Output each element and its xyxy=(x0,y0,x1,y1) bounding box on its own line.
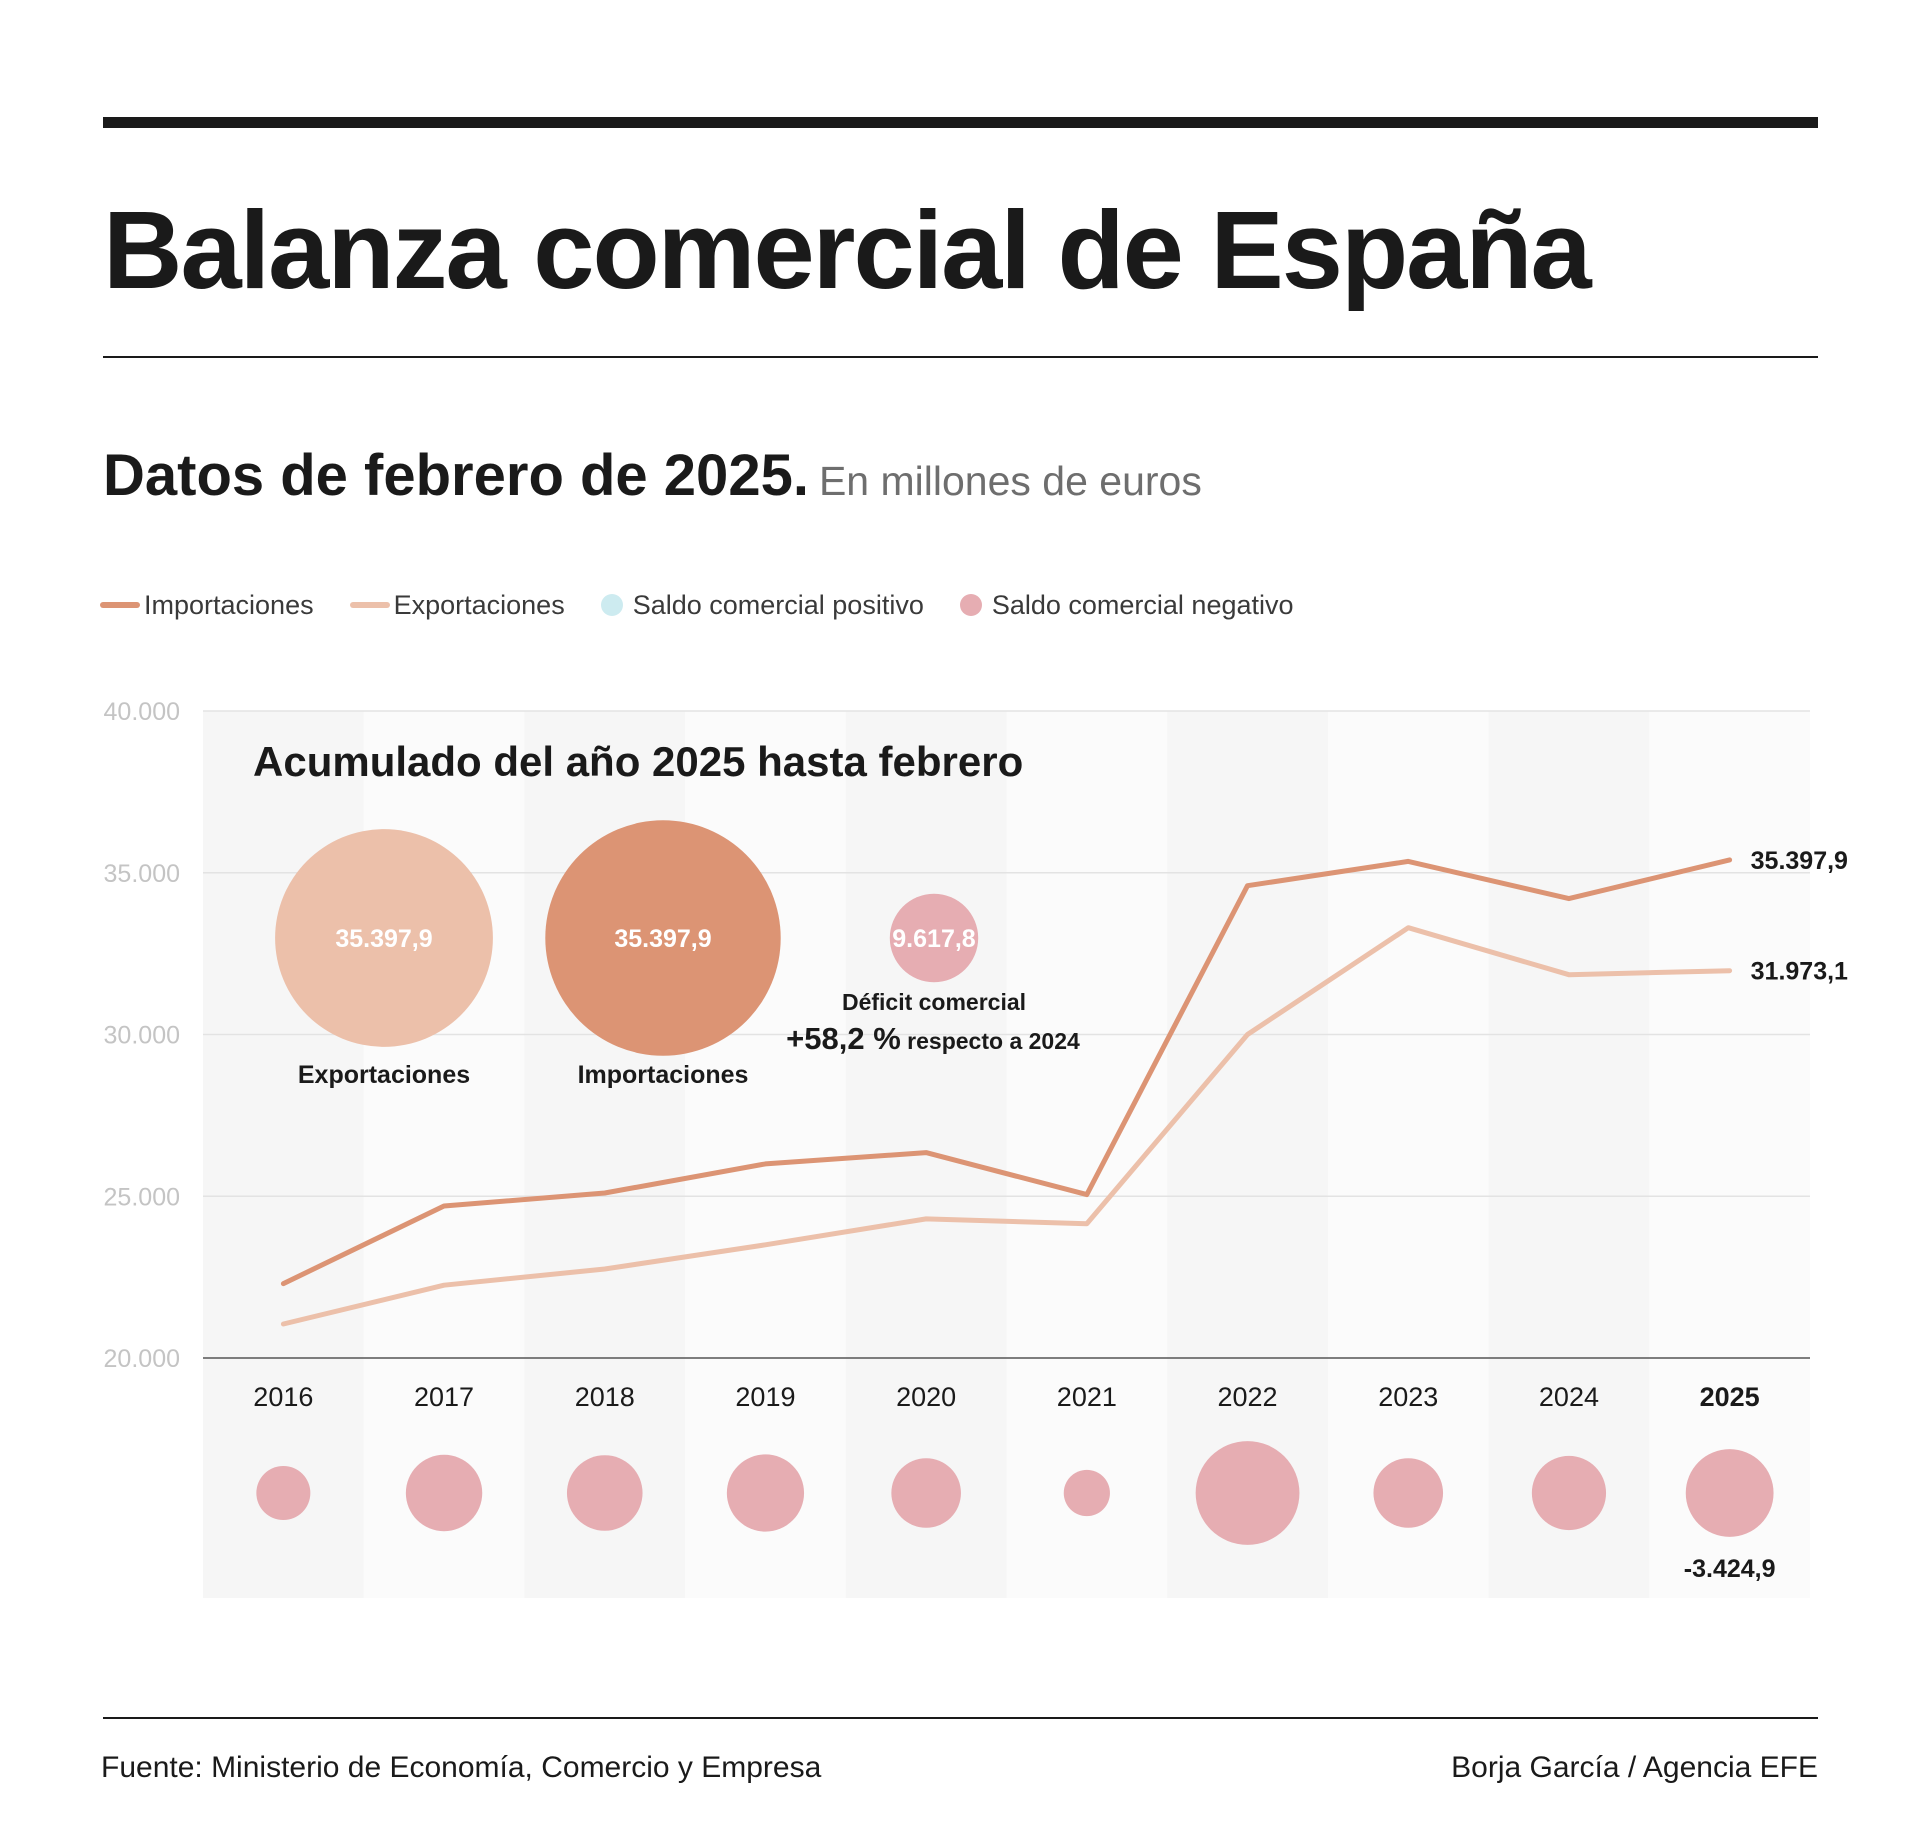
balance-bubble-2023 xyxy=(1373,1458,1444,1528)
summary-title: Acumulado del año 2025 hasta febrero xyxy=(253,738,1023,785)
legend-item-positive-balance: Saldo comercial positivo xyxy=(600,589,924,621)
legend-label-imports: Importaciones xyxy=(144,589,314,620)
summary-deficit-change: +58,2 % respecto a 2024 xyxy=(786,1021,1080,1056)
summary-exports-value: 35.397,9 xyxy=(335,925,432,953)
legend-swatch-positive-balance xyxy=(600,594,623,616)
y-tick-label: 40.000 xyxy=(104,698,180,726)
top-rule xyxy=(103,117,1818,128)
column-band-2024 xyxy=(1488,711,1650,1598)
credit-note: Borja García / Agencia EFE xyxy=(1451,1751,1818,1784)
imports-end-label: 35.397,9 xyxy=(1751,847,1848,875)
page-title: Balanza comercial de España xyxy=(103,189,1592,312)
title-rule xyxy=(103,356,1818,358)
legend: Importaciones Exportaciones Saldo comerc… xyxy=(100,590,1330,620)
source-note: Fuente: Ministerio de Economía, Comercio… xyxy=(101,1751,822,1784)
legend-item-imports: Importaciones xyxy=(100,590,314,621)
x-tick-label: 2021 xyxy=(1057,1382,1117,1412)
y-tick-label: 30.000 xyxy=(104,1022,180,1050)
summary-deficit-change-value: +58,2 % xyxy=(786,1021,901,1056)
balance-bubble-2024 xyxy=(1531,1455,1607,1531)
subtitle: Datos de febrero de 2025. En millones de … xyxy=(103,447,1202,505)
x-tick-label: 2017 xyxy=(414,1382,474,1412)
footer-rule xyxy=(103,1717,1818,1719)
legend-label-negative-balance: Saldo comercial negativo xyxy=(991,589,1294,620)
balance-bubble-2020 xyxy=(891,1458,961,1528)
summary-exports-bubble xyxy=(275,829,493,1047)
units-text: En millones de euros xyxy=(818,458,1202,504)
x-tick-label: 2023 xyxy=(1378,1382,1438,1412)
imports-line xyxy=(280,857,1733,1287)
balance-bubble-2019 xyxy=(726,1454,805,1532)
x-tick-label: 2020 xyxy=(896,1382,956,1412)
legend-swatch-imports xyxy=(100,602,140,608)
balance-bubble-2016 xyxy=(256,1466,311,1520)
column-band-2021 xyxy=(1006,711,1168,1598)
summary-exports-label: Exportaciones xyxy=(298,1061,470,1089)
balance-bubble-2025 xyxy=(1685,1449,1774,1537)
legend-label-positive-balance: Saldo comercial positivo xyxy=(632,589,924,620)
balance-bubble-2021 xyxy=(1063,1469,1110,1517)
balance-bubble-2022 xyxy=(1195,1441,1300,1545)
y-tick-label: 25.000 xyxy=(104,1183,180,1211)
balance-bubble-2018 xyxy=(566,1455,643,1531)
x-tick-label: 2024 xyxy=(1539,1382,1599,1412)
summary-imports-bubble xyxy=(545,820,781,1056)
x-tick-label: 2022 xyxy=(1218,1382,1278,1412)
summary-imports-value: 35.397,9 xyxy=(614,925,711,953)
x-tick-label: 2019 xyxy=(735,1382,795,1412)
summary-deficit-change-note: respecto a 2024 xyxy=(901,1028,1080,1054)
y-tick-label: 35.000 xyxy=(104,860,180,888)
column-band-2023 xyxy=(1327,711,1489,1598)
x-tick-label: 2025 xyxy=(1700,1382,1760,1412)
summary-deficit-label: Déficit comercial xyxy=(842,989,1026,1015)
exports-line xyxy=(280,925,1733,1327)
summary-imports-label: Importaciones xyxy=(578,1061,749,1089)
balance-bubble-2017 xyxy=(405,1454,483,1532)
legend-swatch-exports xyxy=(349,602,390,608)
x-tick-label: 2016 xyxy=(253,1382,313,1412)
x-tick-label: 2018 xyxy=(575,1382,635,1412)
legend-item-negative-balance: Saldo comercial negativo xyxy=(959,589,1294,621)
summary-deficit-bubble xyxy=(889,893,979,983)
summary-deficit-value: 9.617,8 xyxy=(892,925,976,953)
legend-swatch-negative-balance xyxy=(959,594,982,616)
exports-end-label: 31.973,1 xyxy=(1751,958,1848,986)
y-tick-label: 20.000 xyxy=(104,1345,180,1373)
balance-2025-label: -3.424,9 xyxy=(1684,1555,1776,1583)
subtitle-text: Datos de febrero de 2025. xyxy=(103,443,809,508)
legend-item-exports: Exportaciones xyxy=(349,589,565,621)
legend-label-exports: Exportaciones xyxy=(393,589,565,620)
